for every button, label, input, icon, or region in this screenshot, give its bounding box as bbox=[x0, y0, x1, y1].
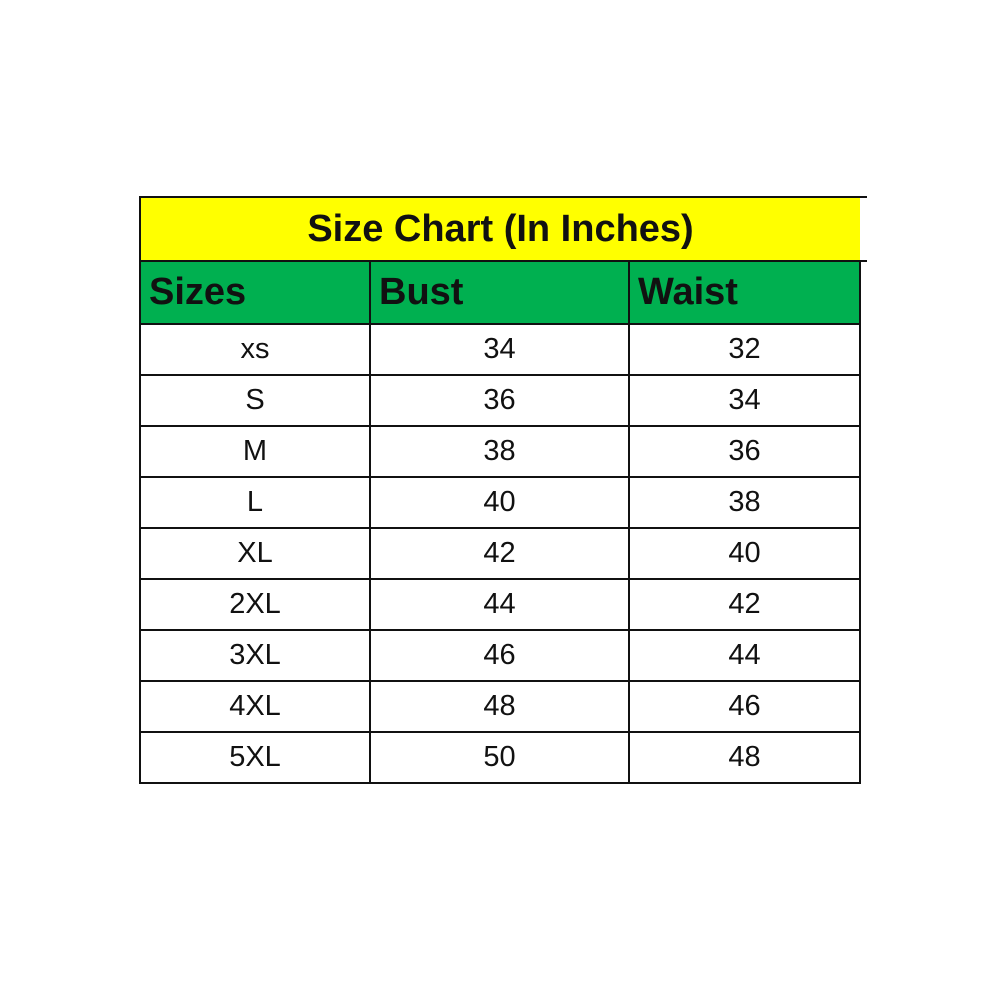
grid-tick bbox=[859, 196, 867, 198]
cell-size: 5XL bbox=[139, 731, 371, 784]
cell-waist: 44 bbox=[627, 629, 862, 682]
cell-size: M bbox=[139, 425, 371, 478]
cell-bust: 50 bbox=[369, 731, 630, 784]
cell-bust: 40 bbox=[369, 476, 630, 529]
cell-waist: 38 bbox=[627, 476, 862, 529]
table-row: XL 42 40 bbox=[139, 527, 862, 580]
cell-size: xs bbox=[139, 323, 371, 376]
header-bust: Bust bbox=[369, 260, 630, 325]
table-row: M 38 36 bbox=[139, 425, 862, 478]
cell-size: L bbox=[139, 476, 371, 529]
cell-bust: 48 bbox=[369, 680, 630, 733]
table-row: L 40 38 bbox=[139, 476, 862, 529]
table-row: 4XL 48 46 bbox=[139, 680, 862, 733]
cell-bust: 36 bbox=[369, 374, 630, 427]
table-row: 5XL 50 48 bbox=[139, 731, 862, 784]
cell-waist: 42 bbox=[627, 578, 862, 631]
cell-waist: 32 bbox=[627, 323, 862, 376]
cell-size: 4XL bbox=[139, 680, 371, 733]
table-row: 2XL 44 42 bbox=[139, 578, 862, 631]
cell-size: 2XL bbox=[139, 578, 371, 631]
table-row: 3XL 46 44 bbox=[139, 629, 862, 682]
header-sizes: Sizes bbox=[139, 260, 371, 325]
header-waist: Waist bbox=[627, 260, 862, 325]
header-row: Sizes Bust Waist bbox=[139, 260, 862, 325]
cell-size: 3XL bbox=[139, 629, 371, 682]
cell-size: S bbox=[139, 374, 371, 427]
cell-bust: 44 bbox=[369, 578, 630, 631]
cell-bust: 38 bbox=[369, 425, 630, 478]
table-row: S 36 34 bbox=[139, 374, 862, 427]
cell-waist: 36 bbox=[627, 425, 862, 478]
cell-waist: 48 bbox=[627, 731, 862, 784]
table-title: Size Chart (In Inches) bbox=[138, 196, 861, 262]
cell-waist: 34 bbox=[627, 374, 862, 427]
grid-tick bbox=[859, 260, 867, 262]
cell-waist: 40 bbox=[627, 527, 862, 580]
table-row: xs 34 32 bbox=[139, 323, 862, 376]
size-chart-table: Size Chart (In Inches) Sizes Bust Waist … bbox=[138, 196, 862, 784]
cell-size: XL bbox=[139, 527, 371, 580]
cell-bust: 42 bbox=[369, 527, 630, 580]
cell-bust: 46 bbox=[369, 629, 630, 682]
cell-bust: 34 bbox=[369, 323, 630, 376]
cell-waist: 46 bbox=[627, 680, 862, 733]
